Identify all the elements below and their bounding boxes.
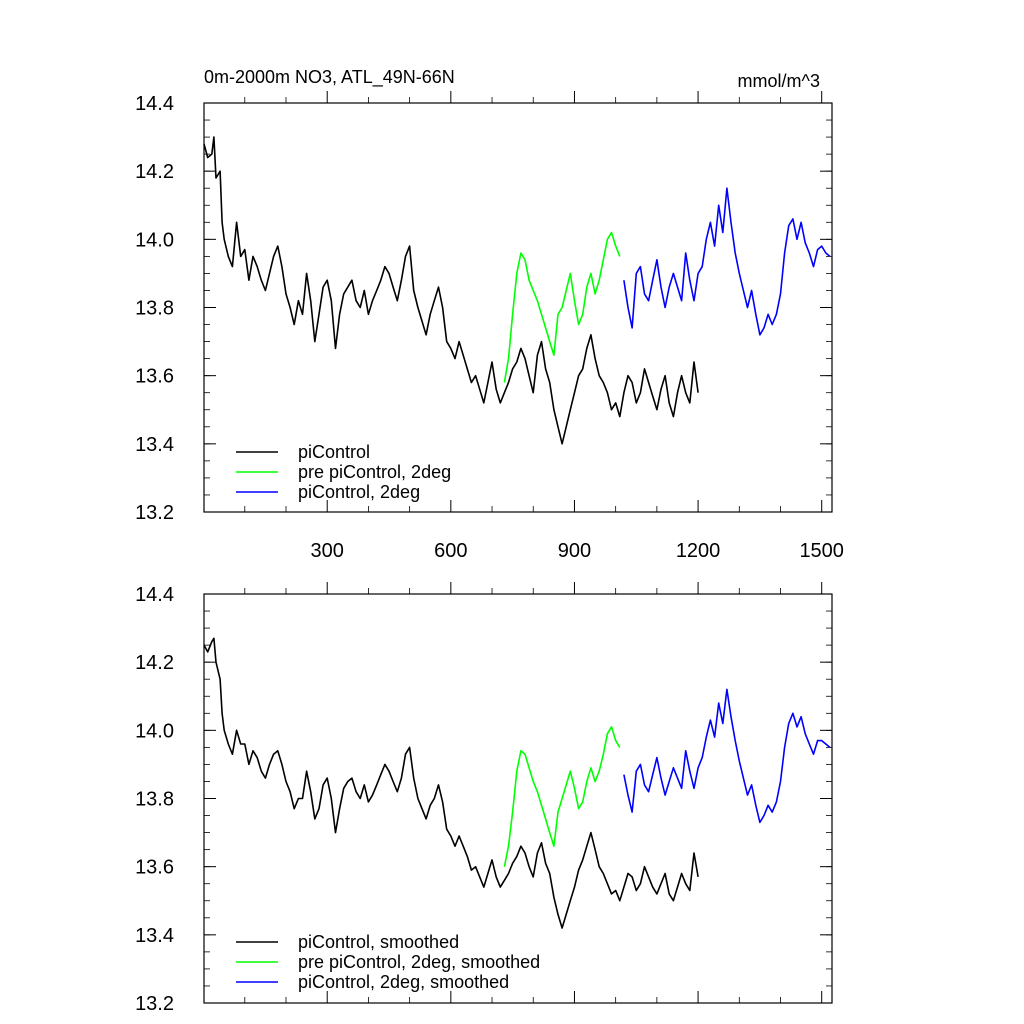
legend-label-1: pre piControl, 2deg, smoothed	[298, 952, 540, 972]
legend-label-2: piControl, 2deg, smoothed	[298, 972, 509, 992]
x-tick-label: 1200	[676, 540, 721, 562]
series-line-2	[623, 187, 831, 336]
x-tick-label: 600	[434, 540, 467, 562]
x-tick-label: 300	[311, 540, 344, 562]
bottom-chart: 13.2 13.4 13.6 13.8 14.0 14.2 14.4 piControl, s…	[135, 582, 833, 1015]
y-tick-label: 13.6	[135, 857, 174, 879]
top-chart-title: 0m-2000m NO3, ATL_49N-66N	[204, 67, 455, 88]
y-tick-label: 14.4	[135, 93, 174, 115]
y-tick-label: 13.4	[135, 925, 174, 947]
y-tick-label: 14.0	[135, 720, 174, 742]
legend-label-0: piControl	[298, 442, 370, 462]
series-line-1	[503, 726, 621, 867]
top-chart-units: mmol/m^3	[738, 71, 820, 91]
y-tick-label: 13.8	[135, 789, 174, 811]
series-line-0	[203, 136, 699, 445]
x-tick-label: 1500	[799, 540, 844, 562]
x-tick-label: 900	[558, 540, 591, 562]
y-tick-label: 13.2	[135, 502, 174, 524]
y-tick-label: 14.0	[135, 229, 174, 251]
legend-label-0: piControl, smoothed	[298, 932, 459, 952]
series-line-0	[203, 637, 699, 929]
legend-label-1: pre piControl, 2deg	[298, 462, 451, 482]
series-line-2	[623, 688, 831, 824]
top-chart: 13.2 13.4 13.6 13.8 14.0 14.2 14.4 300 600 900 120…	[135, 91, 844, 562]
y-tick-label: 13.2	[135, 993, 174, 1015]
y-tick-label: 13.4	[135, 434, 174, 456]
y-tick-label: 14.4	[135, 584, 174, 606]
legend-label-2: piControl, 2deg	[298, 482, 420, 502]
y-tick-label: 14.2	[135, 652, 174, 674]
series-line-1	[503, 231, 621, 383]
y-tick-label: 13.6	[135, 366, 174, 388]
y-tick-label: 14.2	[135, 161, 174, 183]
y-tick-label: 13.8	[135, 298, 174, 320]
